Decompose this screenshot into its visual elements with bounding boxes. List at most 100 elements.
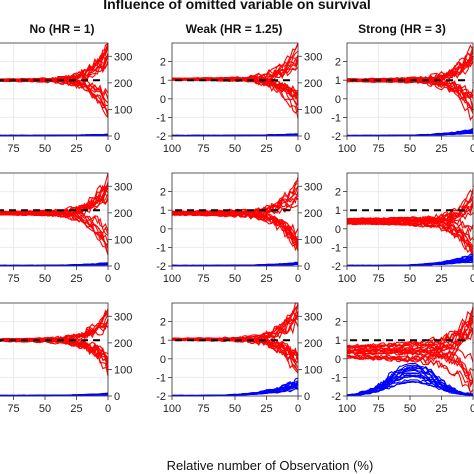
red-series-line	[171, 177, 299, 217]
y-right-tick-label: 300	[304, 51, 322, 63]
red-series-line	[346, 329, 474, 356]
y-left-tick-label: 2	[335, 317, 341, 329]
y-right-tick-label: 100	[114, 234, 132, 246]
x-tick-label: 75	[197, 273, 209, 285]
y-right-tick-label: 100	[114, 104, 132, 116]
x-tick-label: 25	[435, 273, 447, 285]
red-series-line	[0, 210, 109, 231]
x-tick-label: 25	[70, 273, 82, 285]
y-left-tick-label: 1	[160, 335, 166, 347]
red-series-line	[171, 211, 299, 252]
x-tick-label: 75	[7, 273, 19, 285]
column-title-1: Weak (HR = 1.25)	[186, 22, 283, 36]
panel-r0-c1: 2 1 0 -1 -2 300 200 100 0 100 75 50 25 0	[156, 42, 322, 155]
y-left-tick-label: 1	[160, 75, 166, 87]
x-tick-label: 25	[435, 143, 447, 155]
y-left-tick-label: -1	[331, 372, 341, 384]
y-left-tick-label: 0	[160, 354, 166, 366]
y-left-tick-label: -1	[156, 112, 166, 124]
red-series-line	[171, 77, 299, 97]
x-tick-label: 100	[338, 273, 356, 285]
x-tick-label: 75	[197, 403, 209, 415]
y-left-tick-label: -2	[331, 131, 341, 143]
y-left-tick-label: 0	[160, 224, 166, 236]
x-tick-label: 0	[470, 143, 474, 155]
x-tick-label: 50	[404, 143, 416, 155]
red-series-line	[346, 216, 474, 230]
y-right-tick-label: 200	[304, 338, 322, 350]
red-series-line	[172, 210, 299, 250]
y-left-tick-label: 0	[160, 94, 166, 106]
y-left-tick-label: 0	[335, 94, 341, 106]
red-series-line	[171, 197, 299, 216]
x-tick-label: 100	[338, 403, 356, 415]
y-left-tick-label: -1	[331, 242, 341, 254]
x-tick-label: 25	[260, 403, 272, 415]
y-right-tick-label: 200	[114, 78, 132, 90]
y-left-tick-label: 1	[335, 75, 341, 87]
x-tick-label: 50	[229, 143, 241, 155]
panel-grid: 30020010001007550250210-1-23002001000100…	[0, 42, 474, 415]
x-axis-label: Relative number of Observation (%)	[167, 458, 374, 473]
y-right-tick-label: 300	[114, 311, 132, 323]
y-right-tick-label: 100	[304, 234, 322, 246]
x-tick-label: 75	[197, 143, 209, 155]
x-tick-label: 0	[105, 273, 111, 285]
y-right-tick-label: 0	[304, 261, 310, 273]
y-left-tick-label: -1	[156, 372, 166, 384]
x-tick-label: 25	[435, 403, 447, 415]
y-right-tick-label: 100	[114, 364, 132, 376]
x-tick-label: 25	[260, 273, 272, 285]
red-series-line	[346, 307, 474, 348]
x-tick-label: 25	[70, 143, 82, 155]
x-tick-label: 100	[163, 143, 181, 155]
red-series-line	[171, 310, 299, 340]
red-series-line	[346, 205, 474, 224]
x-tick-label: 50	[229, 273, 241, 285]
y-left-tick-label: 2	[335, 57, 341, 69]
x-tick-label: 75	[372, 403, 384, 415]
panel-r2-c1: 2 1 0 -1 -2 300 200 100 0 100 75 50 25 0	[156, 302, 322, 415]
x-tick-label: 0	[295, 273, 301, 285]
y-left-tick-label: 2	[160, 317, 166, 329]
y-right-tick-label: 200	[114, 208, 132, 220]
y-left-tick-label: 1	[335, 205, 341, 217]
y-right-tick-label: 200	[304, 208, 322, 220]
y-right-tick-label: 300	[304, 311, 322, 323]
x-tick-label: 0	[105, 403, 111, 415]
x-tick-label: 100	[163, 273, 181, 285]
red-series-line	[346, 190, 474, 227]
red-series-line	[346, 354, 474, 397]
y-right-tick-label: 0	[114, 261, 120, 273]
x-tick-label: 50	[39, 143, 51, 155]
y-left-tick-label: 2	[160, 57, 166, 69]
x-tick-label: 0	[295, 143, 301, 155]
x-tick-label: 75	[7, 403, 19, 415]
x-tick-label: 50	[39, 403, 51, 415]
column-titles: No (HR = 1) Weak (HR = 1.25) Strong (HR = …	[29, 22, 445, 36]
y-right-tick-label: 100	[304, 104, 322, 116]
y-left-tick-label: 0	[335, 354, 341, 366]
y-left-tick-label: -1	[331, 112, 341, 124]
y-left-tick-label: 2	[160, 187, 166, 199]
blue-series-line	[346, 130, 474, 137]
blue-series-line	[171, 263, 299, 267]
y-left-tick-label: -2	[156, 131, 166, 143]
red-series-line	[346, 342, 474, 388]
x-tick-label: 50	[229, 403, 241, 415]
y-left-tick-label: 1	[335, 335, 341, 347]
y-left-tick-label: -2	[331, 261, 341, 273]
blue-series-line	[346, 374, 474, 396]
x-tick-label: 50	[404, 273, 416, 285]
x-tick-label: 50	[404, 403, 416, 415]
column-title-0: No (HR = 1)	[29, 22, 94, 36]
y-right-tick-label: 100	[304, 364, 322, 376]
x-tick-label: 0	[105, 143, 111, 155]
column-title-2: Strong (HR = 3)	[358, 22, 446, 36]
x-tick-label: 75	[372, 273, 384, 285]
x-tick-label: 75	[7, 143, 19, 155]
